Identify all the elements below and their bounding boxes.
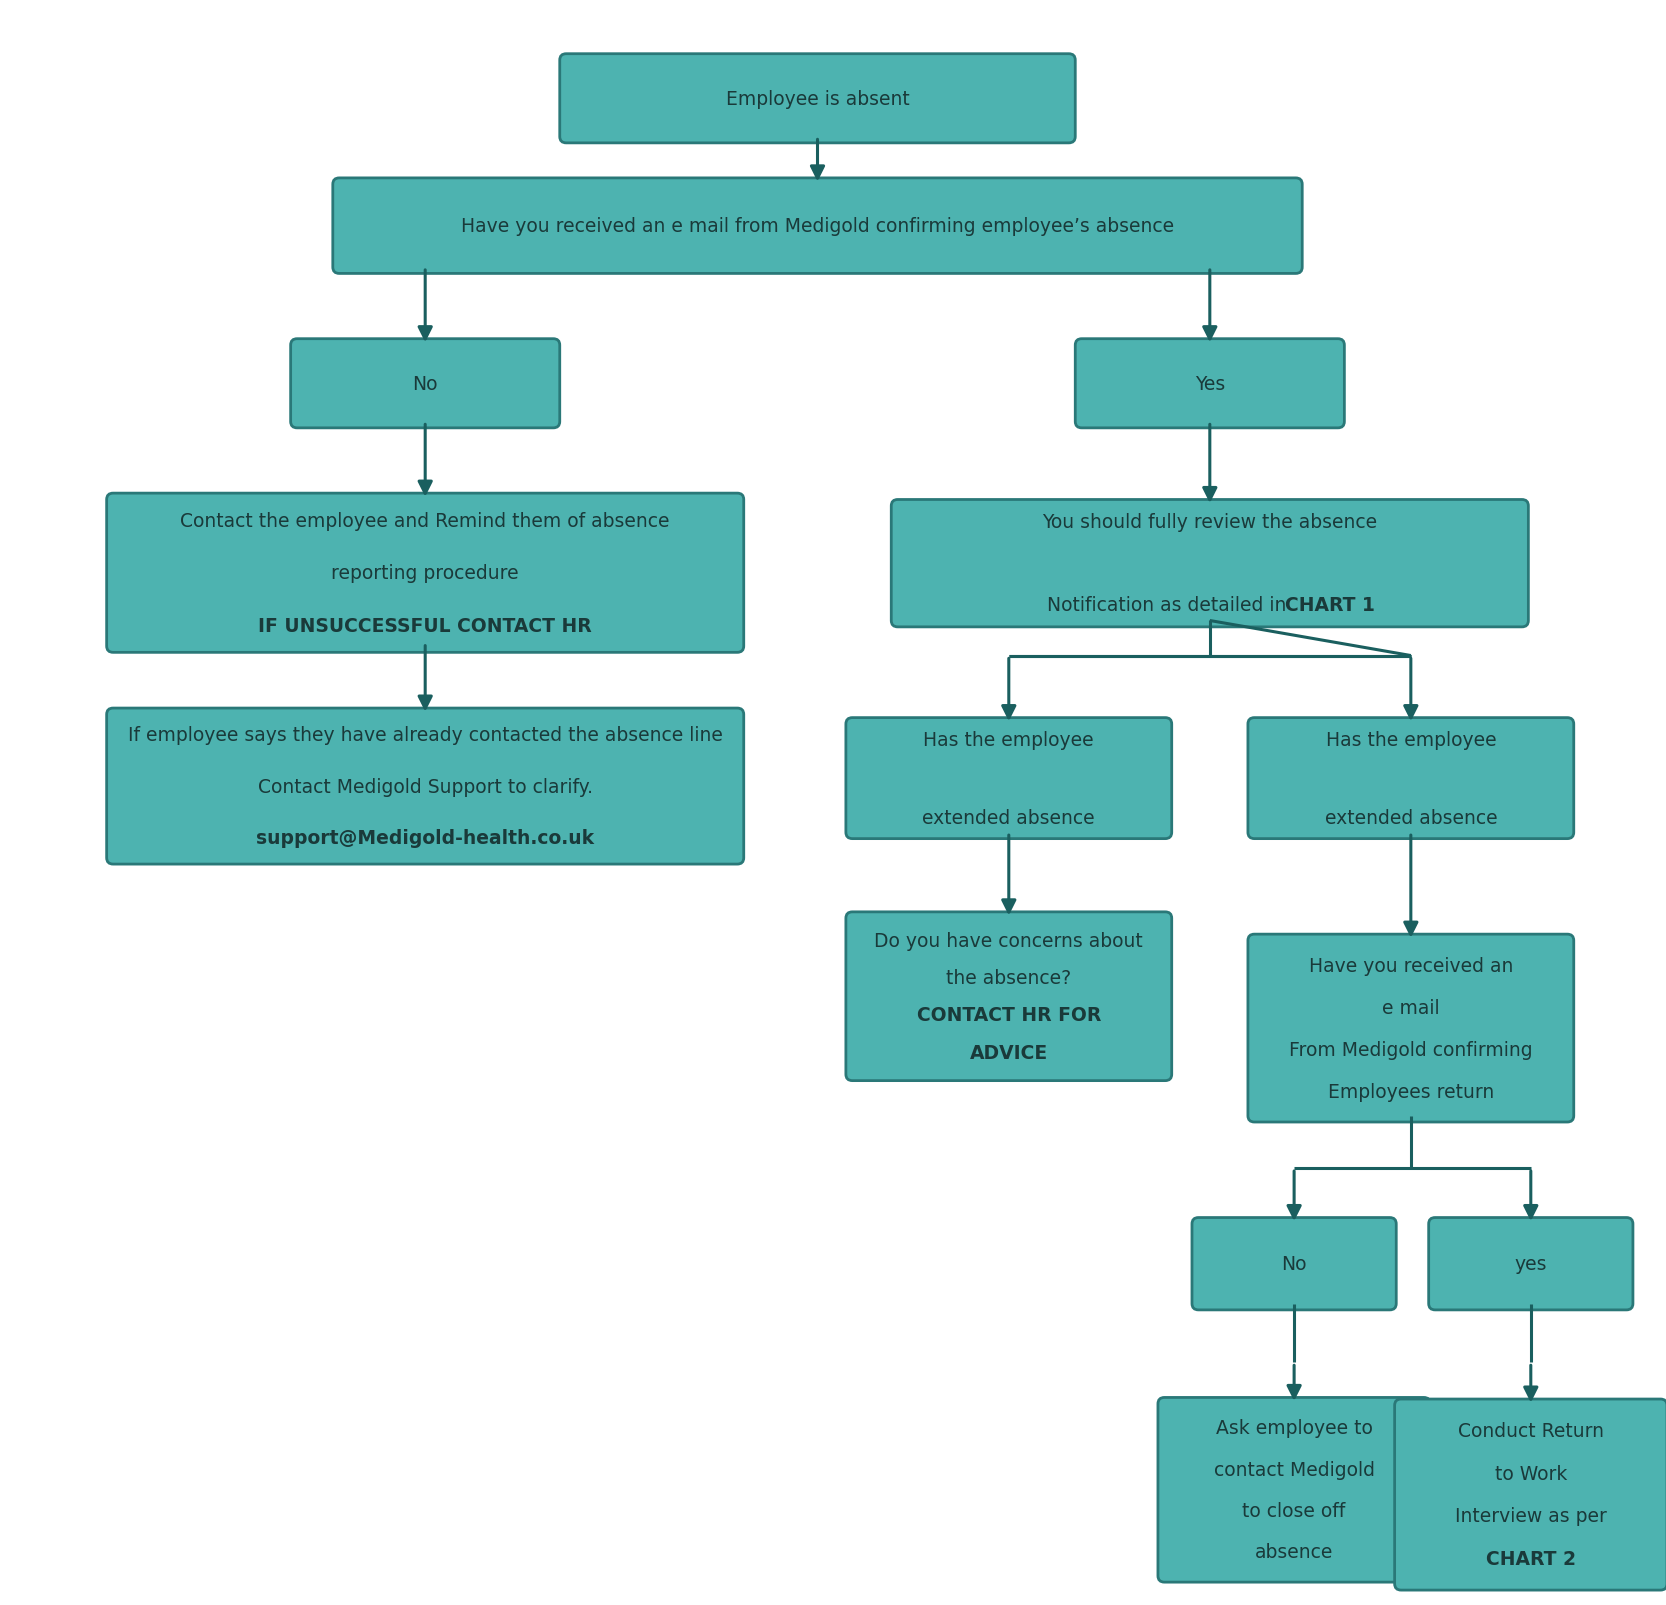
Text: support@Medigold-health.co.uk: support@Medigold-health.co.uk — [257, 828, 595, 847]
Text: No: No — [413, 374, 438, 393]
Text: e mail: e mail — [1383, 998, 1439, 1018]
FancyBboxPatch shape — [290, 340, 560, 429]
Text: contact Medigold: contact Medigold — [1213, 1461, 1374, 1478]
FancyBboxPatch shape — [1191, 1218, 1396, 1310]
Text: ADVICE: ADVICE — [970, 1043, 1048, 1063]
Text: Employees return: Employees return — [1328, 1082, 1494, 1101]
FancyBboxPatch shape — [846, 717, 1171, 839]
Text: If employee says they have already contacted the absence line: If employee says they have already conta… — [128, 725, 723, 745]
Text: Do you have concerns about: Do you have concerns about — [875, 931, 1143, 950]
Text: No: No — [1281, 1255, 1306, 1273]
Text: extended absence: extended absence — [1324, 807, 1498, 827]
FancyBboxPatch shape — [1248, 717, 1574, 839]
Text: Contact the employee and Remind them of absence: Contact the employee and Remind them of … — [180, 510, 670, 530]
Text: IF UNSUCCESSFUL CONTACT HR: IF UNSUCCESSFUL CONTACT HR — [258, 616, 591, 636]
Text: Contact Medigold Support to clarify.: Contact Medigold Support to clarify. — [258, 777, 593, 796]
Text: You should fully review the absence: You should fully review the absence — [1043, 514, 1378, 533]
Text: Yes: Yes — [1195, 374, 1225, 393]
FancyBboxPatch shape — [107, 494, 743, 653]
Text: extended absence: extended absence — [923, 807, 1095, 827]
FancyBboxPatch shape — [1248, 934, 1574, 1122]
Text: reporting procedure: reporting procedure — [332, 563, 520, 583]
Text: absence: absence — [1254, 1542, 1333, 1562]
Text: Employee is absent: Employee is absent — [726, 90, 910, 109]
FancyBboxPatch shape — [891, 501, 1528, 628]
FancyBboxPatch shape — [560, 55, 1075, 144]
Text: Interview as per: Interview as per — [1454, 1507, 1606, 1525]
FancyBboxPatch shape — [333, 178, 1303, 274]
Text: CONTACT HR FOR: CONTACT HR FOR — [916, 1006, 1101, 1026]
Text: CHART 2: CHART 2 — [1486, 1549, 1576, 1568]
Text: Have you received an e mail from Medigold confirming employee’s absence: Have you received an e mail from Medigol… — [461, 217, 1175, 236]
Text: CHART 1: CHART 1 — [7, 595, 97, 615]
Text: yes: yes — [1514, 1255, 1548, 1273]
Text: From Medigold confirming: From Medigold confirming — [1289, 1040, 1533, 1059]
Text: to Work: to Work — [1494, 1464, 1568, 1483]
Text: Conduct Return: Conduct Return — [1458, 1420, 1604, 1440]
Text: the absence?: the absence? — [946, 968, 1071, 987]
Text: Has the employee: Has the employee — [923, 730, 1095, 750]
Text: Ask employee to: Ask employee to — [1216, 1419, 1373, 1438]
Text: Notification as detailed in: Notification as detailed in — [7, 595, 252, 615]
Text: Have you received an: Have you received an — [1309, 957, 1513, 974]
Text: to close off: to close off — [1243, 1501, 1346, 1520]
Text: Notification as detailed in CHART 1: Notification as detailed in CHART 1 — [1046, 595, 1373, 615]
FancyBboxPatch shape — [1158, 1398, 1431, 1583]
FancyBboxPatch shape — [846, 912, 1171, 1080]
Text: Notification as detailed in: Notification as detailed in — [1046, 595, 1293, 615]
FancyBboxPatch shape — [107, 709, 743, 865]
Text: Has the employee: Has the employee — [1326, 730, 1496, 750]
FancyBboxPatch shape — [1394, 1400, 1666, 1591]
Text: CHART 1: CHART 1 — [1286, 595, 1376, 615]
FancyBboxPatch shape — [1075, 340, 1344, 429]
FancyBboxPatch shape — [1429, 1218, 1633, 1310]
